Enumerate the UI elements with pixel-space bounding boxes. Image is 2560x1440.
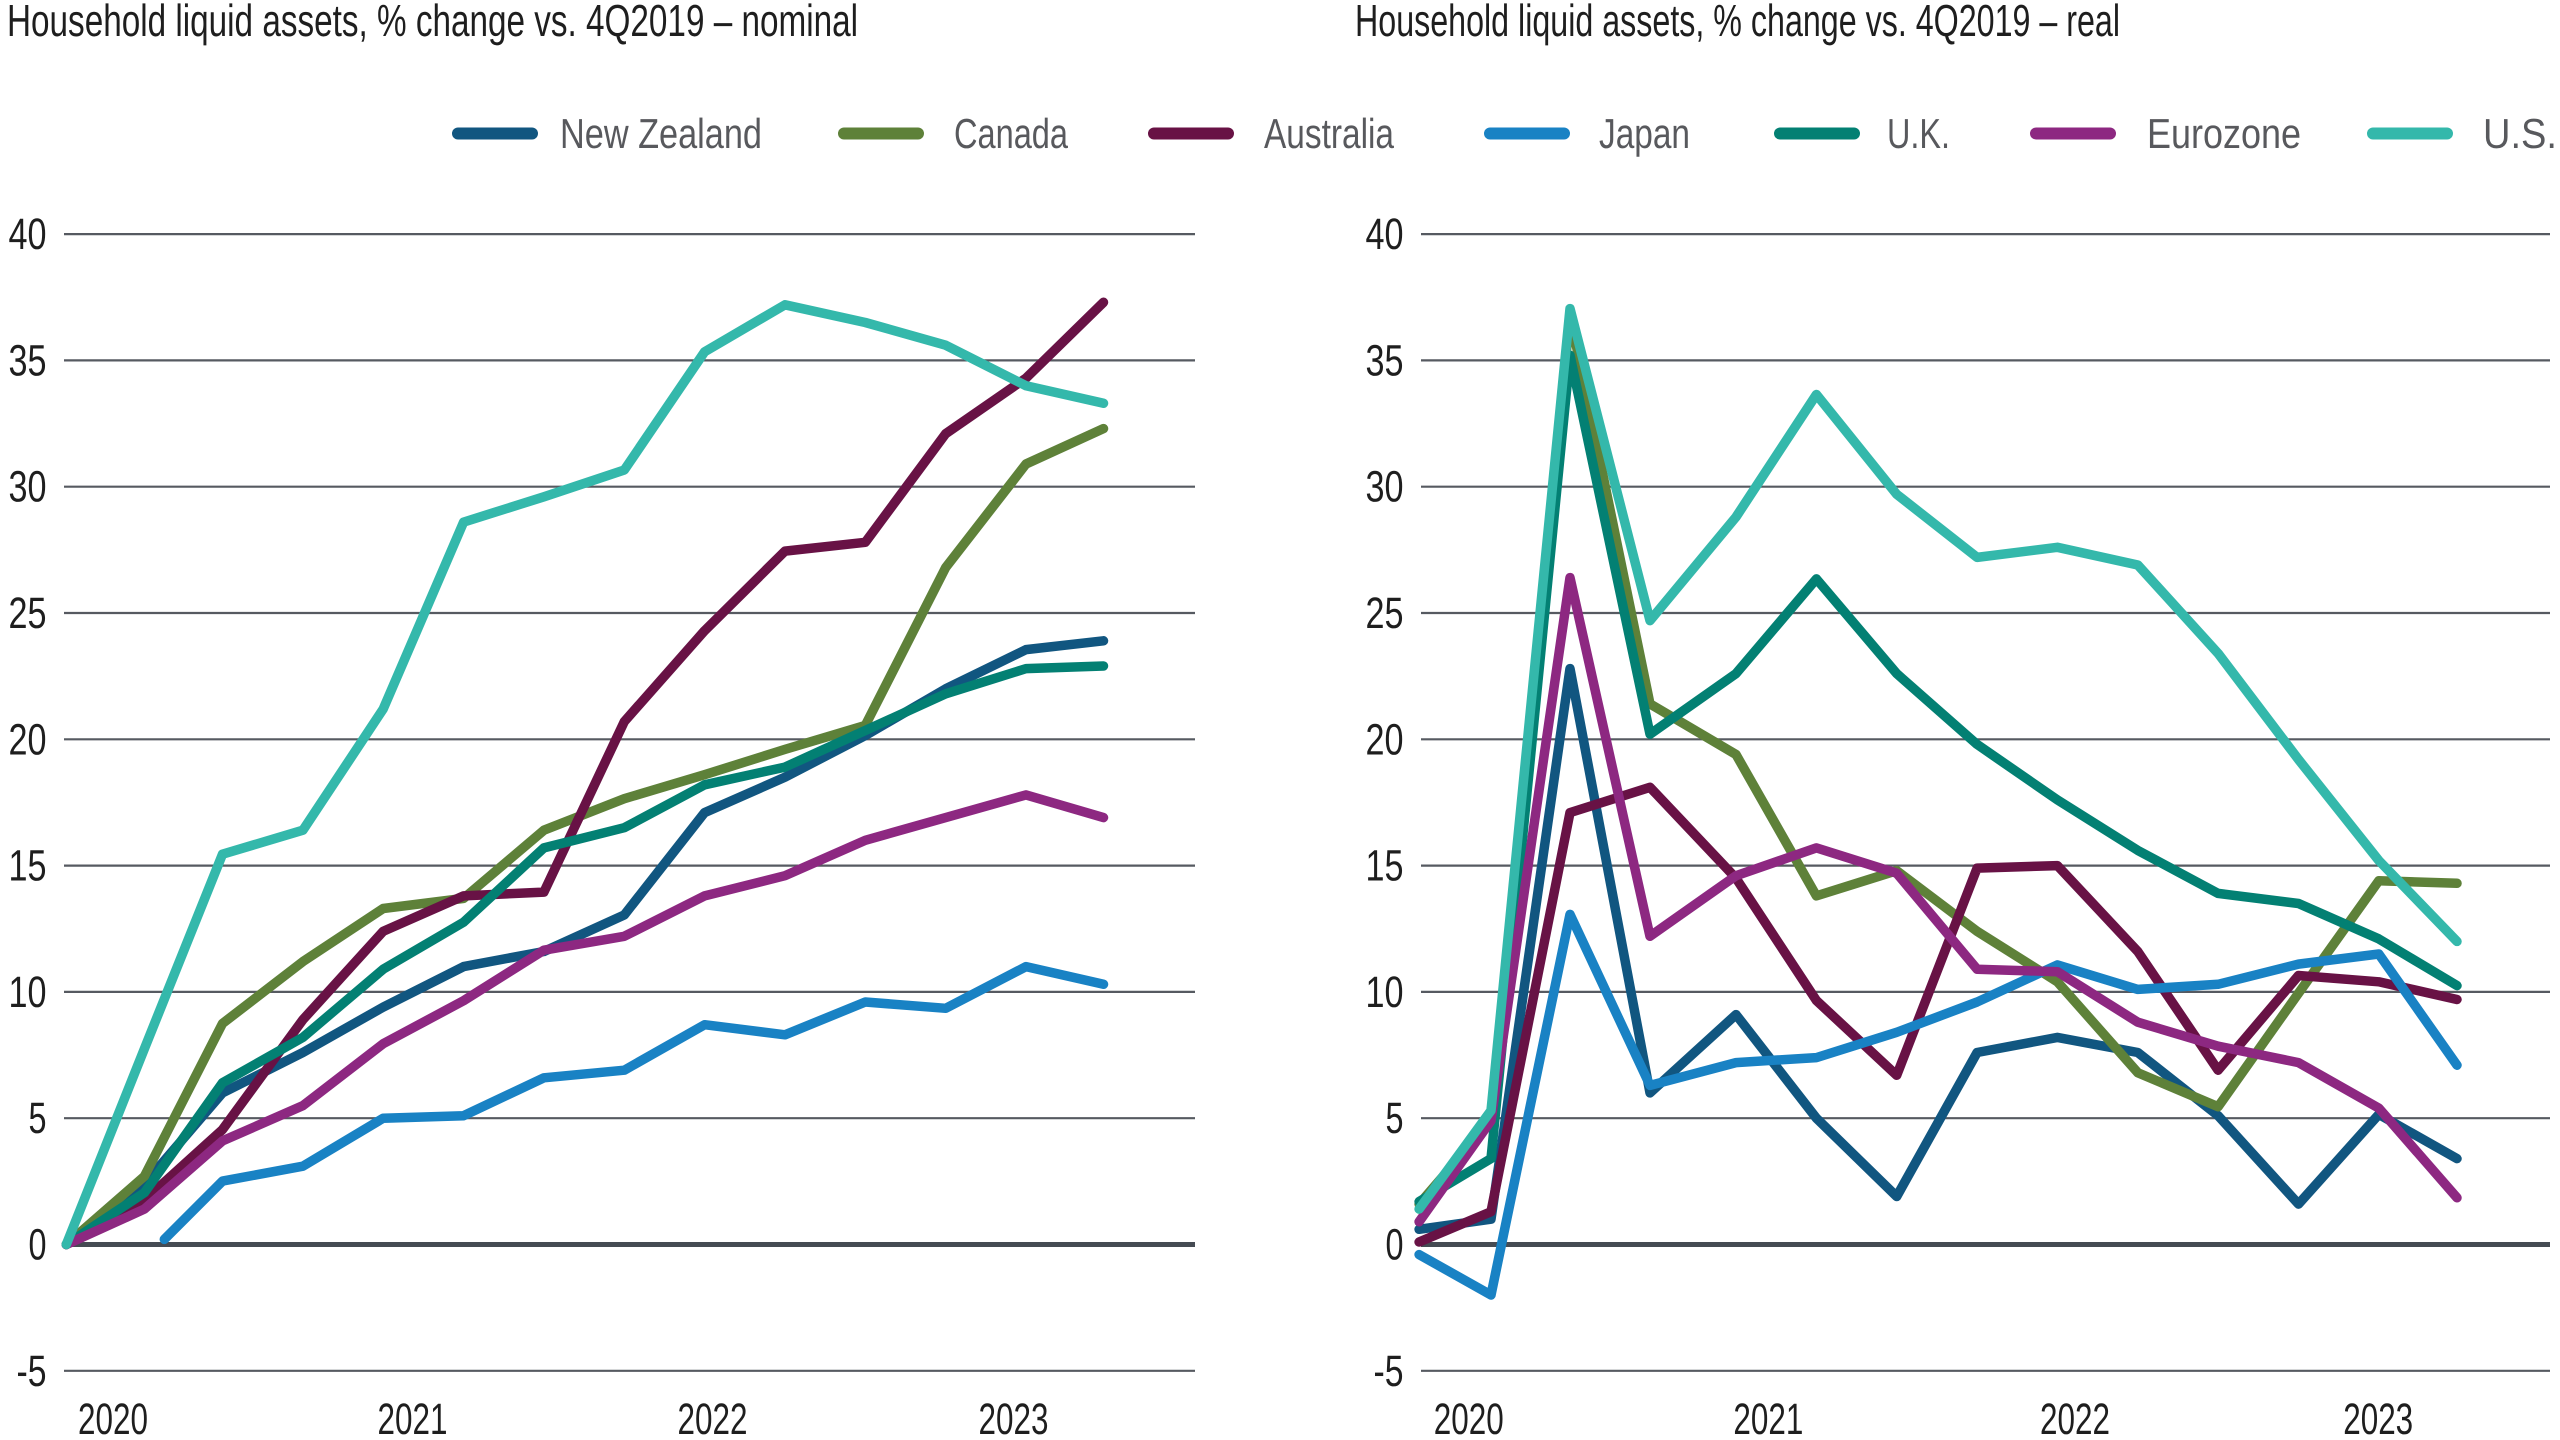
- svg-text:Household liquid assets, % cha: Household liquid assets, % change vs. 4Q…: [7, 0, 858, 46]
- svg-text:Household liquid assets, % cha: Household liquid assets, % change vs. 4Q…: [1355, 0, 2120, 46]
- svg-text:Japan: Japan: [1599, 110, 1690, 157]
- svg-text:U.K.: U.K.: [1887, 110, 1950, 157]
- svg-text:40: 40: [1366, 210, 1404, 259]
- svg-text:5: 5: [29, 1094, 47, 1143]
- svg-text:New Zealand: New Zealand: [560, 110, 762, 157]
- svg-text:2021: 2021: [1733, 1395, 1803, 1440]
- svg-text:2020: 2020: [78, 1395, 148, 1440]
- svg-text:15: 15: [9, 842, 47, 891]
- svg-text:Australia: Australia: [1264, 110, 1395, 157]
- svg-text:30: 30: [1366, 463, 1404, 512]
- svg-text:Eurozone: Eurozone: [2147, 110, 2301, 157]
- svg-text:2022: 2022: [678, 1395, 748, 1440]
- svg-text:30: 30: [9, 463, 47, 512]
- svg-text:-5: -5: [17, 1347, 47, 1396]
- svg-text:2023: 2023: [2343, 1395, 2413, 1440]
- svg-text:10: 10: [9, 968, 47, 1017]
- svg-text:40: 40: [9, 210, 47, 259]
- svg-text:2021: 2021: [378, 1395, 448, 1440]
- svg-text:-5: -5: [1374, 1347, 1404, 1396]
- svg-text:Canada: Canada: [954, 110, 1068, 157]
- svg-text:0: 0: [1386, 1221, 1404, 1270]
- svg-text:25: 25: [1366, 589, 1404, 638]
- svg-text:2023: 2023: [979, 1395, 1049, 1440]
- svg-text:5: 5: [1386, 1094, 1404, 1143]
- svg-text:2020: 2020: [1434, 1395, 1504, 1440]
- svg-text:25: 25: [9, 589, 47, 638]
- svg-text:35: 35: [1366, 336, 1404, 385]
- svg-text:U.S.: U.S.: [2483, 110, 2557, 157]
- svg-text:20: 20: [9, 715, 47, 764]
- svg-text:10: 10: [1366, 968, 1404, 1017]
- svg-text:20: 20: [1366, 715, 1404, 764]
- svg-text:35: 35: [9, 336, 47, 385]
- svg-text:15: 15: [1366, 842, 1404, 891]
- svg-text:0: 0: [29, 1221, 47, 1270]
- svg-text:2022: 2022: [2040, 1395, 2110, 1440]
